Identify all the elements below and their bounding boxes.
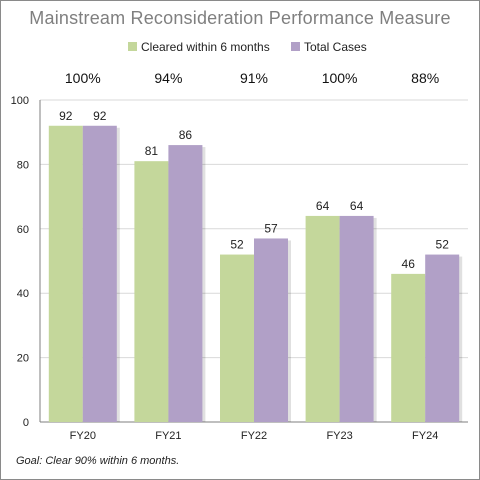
legend-swatch-cleared bbox=[128, 42, 137, 51]
bar-cleared-FY22 bbox=[220, 254, 254, 422]
y-tick-label: 80 bbox=[17, 159, 29, 171]
x-tick-label: FY24 bbox=[412, 430, 438, 442]
chart-title: Mainstream Reconsideration Performance M… bbox=[29, 8, 451, 28]
data-label: 86 bbox=[179, 128, 193, 142]
bars-layer bbox=[48, 125, 463, 422]
legend-label: Total Cases bbox=[304, 40, 367, 54]
bar-total-FY22 bbox=[254, 238, 288, 422]
data-label: 46 bbox=[402, 257, 416, 271]
x-tick-label: FY21 bbox=[155, 430, 181, 442]
bar-cleared-FY24 bbox=[391, 273, 426, 422]
goal-footnote: Goal: Clear 90% within 6 months. bbox=[16, 455, 180, 467]
percentage-label: 88% bbox=[411, 70, 439, 86]
data-label: 52 bbox=[230, 238, 244, 252]
x-tick-label: FY20 bbox=[70, 430, 96, 442]
bar-cleared-FY20 bbox=[48, 125, 83, 422]
bar-total-FY24 bbox=[425, 254, 460, 422]
data-label: 64 bbox=[350, 199, 364, 213]
data-label: 52 bbox=[436, 238, 450, 252]
percentage-label: 100% bbox=[65, 70, 101, 86]
data-label: 81 bbox=[145, 144, 159, 158]
bar-total-FY23 bbox=[339, 215, 374, 422]
percentage-label: 94% bbox=[154, 70, 182, 86]
y-tick-label: 60 bbox=[17, 224, 29, 236]
data-label: 92 bbox=[59, 109, 73, 123]
y-tick-label: 40 bbox=[17, 288, 29, 300]
labels-layer: 0 20 40 60 80 100 92 92 FY20 100% 81 86 FY21 94% 52 57 F… bbox=[11, 70, 450, 442]
percentage-label: 100% bbox=[322, 70, 358, 86]
bar-total-FY20 bbox=[82, 125, 117, 422]
y-tick-label: 100 bbox=[11, 95, 29, 107]
legend: Cleared within 6 months Total Cases bbox=[128, 40, 367, 54]
data-label: 57 bbox=[264, 221, 278, 235]
bar-total-FY21 bbox=[168, 145, 203, 422]
x-tick-label: FY22 bbox=[241, 430, 267, 442]
bar-cleared-FY23 bbox=[305, 215, 340, 422]
legend-swatch-total bbox=[291, 42, 300, 51]
percentage-label: 91% bbox=[240, 70, 268, 86]
data-label: 92 bbox=[93, 109, 107, 123]
y-tick-label: 0 bbox=[23, 417, 29, 429]
legend-label: Cleared within 6 months bbox=[141, 40, 270, 54]
y-tick-label: 20 bbox=[17, 353, 29, 365]
data-label: 64 bbox=[316, 199, 330, 213]
x-tick-label: FY23 bbox=[326, 430, 352, 442]
bar-cleared-FY21 bbox=[134, 161, 169, 422]
